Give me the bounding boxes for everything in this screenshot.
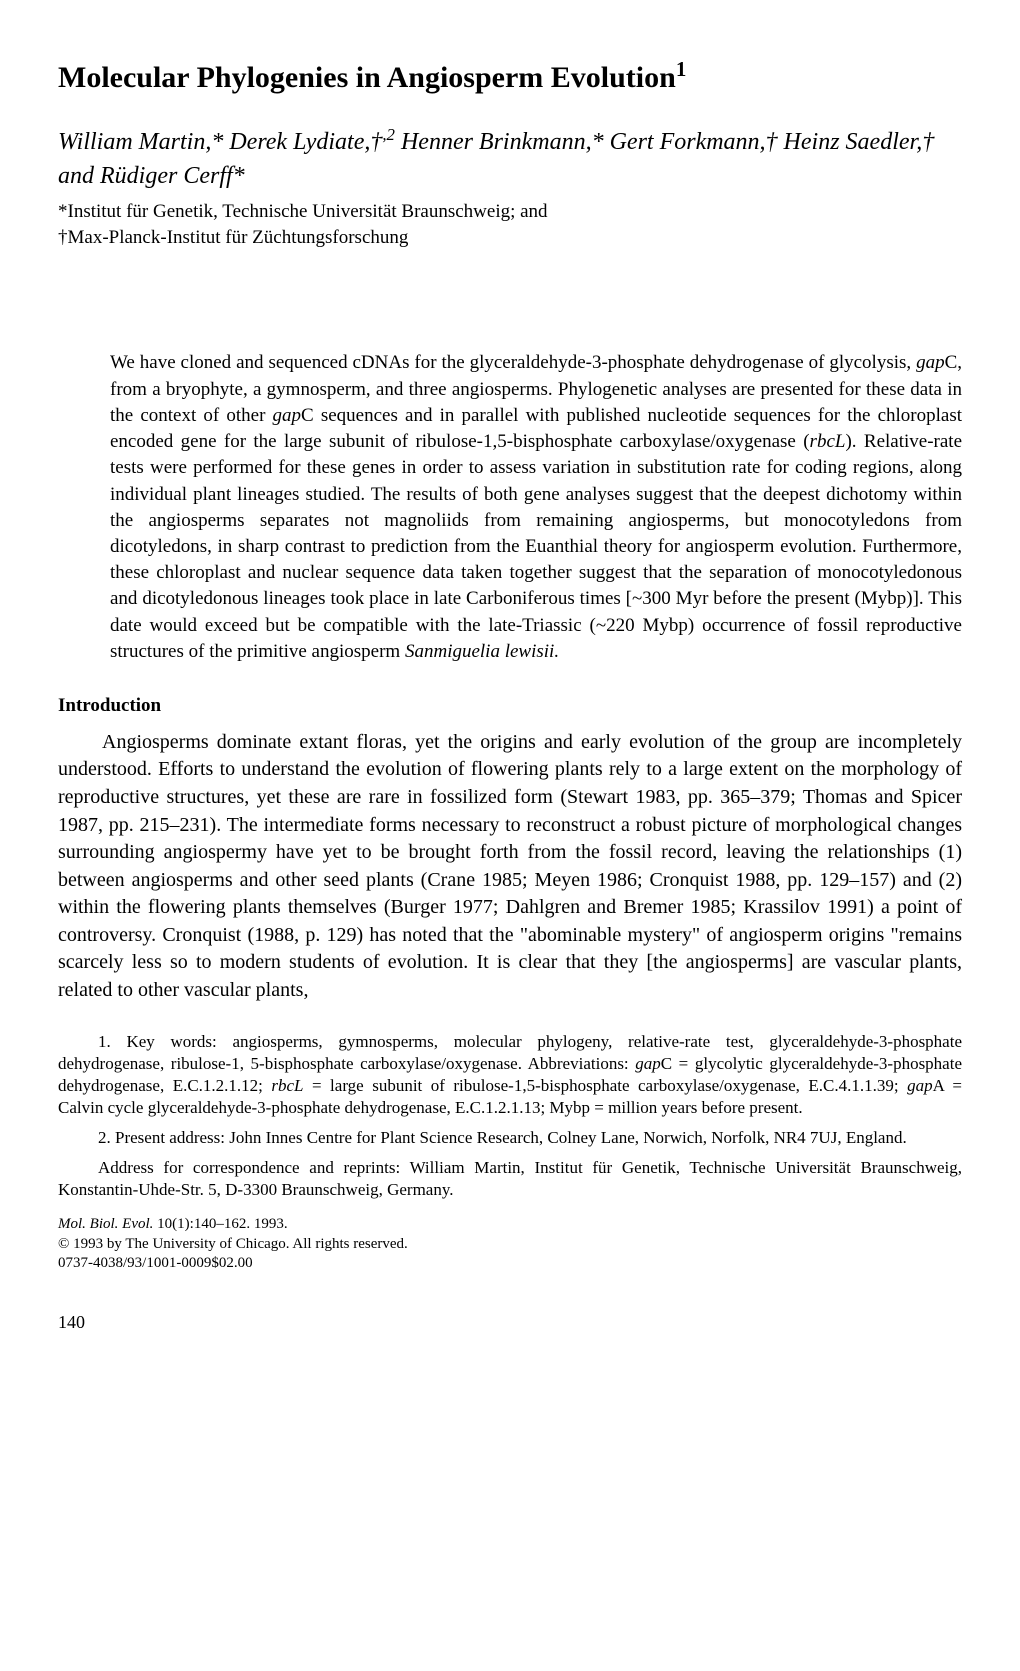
title-text: Molecular Phylogenies in Angiosperm Evol… <box>58 61 676 94</box>
section-heading-introduction: Introduction <box>58 693 962 719</box>
page-number: 140 <box>58 1310 962 1334</box>
journal-volume: 10(1):140–162. 1993. <box>157 1216 287 1232</box>
issn-line: 0737-4038/93/1001-0009$02.00 <box>58 1254 962 1274</box>
footnote-1: 1. Key words: angiosperms, gymnosperms, … <box>58 1031 962 1119</box>
footnote-2: 2. Present address: John Innes Centre fo… <box>58 1127 962 1149</box>
affiliation-2: †Max-Planck-Institut für Züchtungsforsch… <box>58 227 408 248</box>
journal-citation: Mol. Biol. Evol. 10(1):140–162. 1993. <box>58 1215 962 1235</box>
title-footnote-marker: 1 <box>676 57 687 81</box>
journal-name: Mol. Biol. Evol. <box>58 1216 157 1232</box>
correspondence-address: Address for correspondence and reprints:… <box>58 1157 962 1201</box>
copyright-line: © 1993 by The University of Chicago. All… <box>58 1235 962 1255</box>
authors-line: William Martin,* Derek Lydiate,†,2 Henne… <box>58 126 962 193</box>
article-title: Molecular Phylogenies in Angiosperm Evol… <box>58 60 962 96</box>
affiliations: *Institut für Genetik, Technische Univer… <box>58 199 962 250</box>
introduction-paragraph: Angiosperms dominate extant floras, yet … <box>58 729 962 1005</box>
abstract: We have cloned and sequenced cDNAs for t… <box>110 350 962 665</box>
affiliation-1: *Institut für Genetik, Technische Univer… <box>58 201 548 222</box>
